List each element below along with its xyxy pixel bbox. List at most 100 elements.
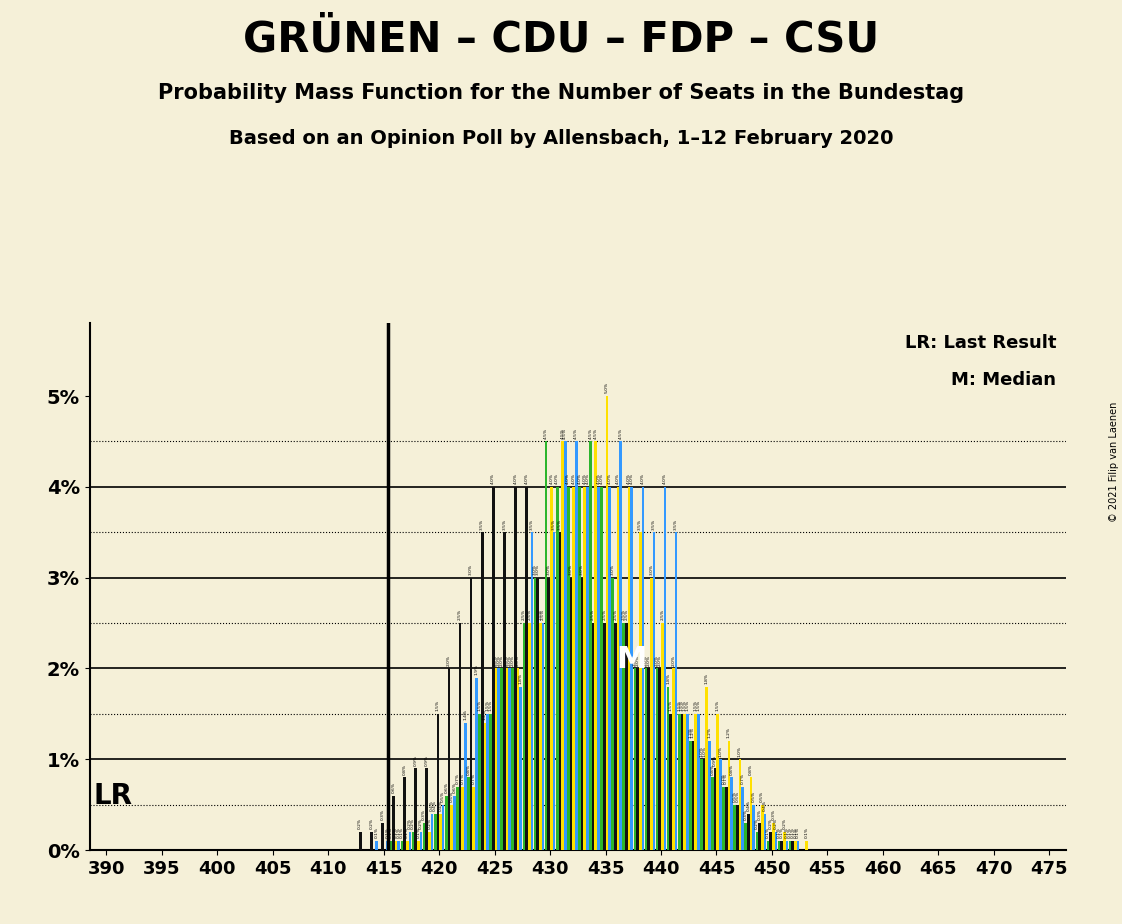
Bar xyxy=(545,442,548,850)
Bar xyxy=(453,796,456,850)
Text: 1.5%: 1.5% xyxy=(478,700,481,711)
Bar xyxy=(695,714,697,850)
Bar xyxy=(465,723,467,850)
Text: 2.5%: 2.5% xyxy=(661,609,664,620)
Bar xyxy=(738,760,742,850)
Text: 4.0%: 4.0% xyxy=(641,473,645,484)
Text: 4.0%: 4.0% xyxy=(491,473,495,484)
Bar xyxy=(645,668,647,850)
Bar xyxy=(708,741,710,850)
Text: 1.8%: 1.8% xyxy=(518,673,523,684)
Bar xyxy=(581,578,583,850)
Text: 3.0%: 3.0% xyxy=(533,564,537,575)
Text: 4.0%: 4.0% xyxy=(555,473,559,484)
Bar xyxy=(445,796,448,850)
Text: 0.3%: 0.3% xyxy=(744,809,747,821)
Text: 0.8%: 0.8% xyxy=(467,764,470,774)
Text: 0.4%: 0.4% xyxy=(439,800,442,811)
Bar xyxy=(434,814,436,850)
Bar xyxy=(766,841,770,850)
Text: 2.0%: 2.0% xyxy=(499,655,504,665)
Text: 0.6%: 0.6% xyxy=(444,782,449,793)
Bar xyxy=(758,823,761,850)
Bar xyxy=(785,841,789,850)
Bar xyxy=(442,805,444,850)
Text: 1.2%: 1.2% xyxy=(707,727,711,738)
Text: 4.0%: 4.0% xyxy=(599,473,604,484)
Bar xyxy=(425,769,429,850)
Text: 4.0%: 4.0% xyxy=(582,473,587,484)
Text: 0.1%: 0.1% xyxy=(766,827,770,838)
Bar xyxy=(719,760,721,850)
Bar xyxy=(519,687,522,850)
Text: 0.9%: 0.9% xyxy=(714,755,717,766)
Text: 0.4%: 0.4% xyxy=(746,800,751,811)
Text: 3.0%: 3.0% xyxy=(610,564,615,575)
Text: 3.5%: 3.5% xyxy=(480,518,485,529)
Text: LR: LR xyxy=(93,782,132,809)
Text: 0.5%: 0.5% xyxy=(761,791,764,802)
Text: 1.2%: 1.2% xyxy=(688,727,692,738)
Bar xyxy=(406,841,408,850)
Text: 4.0%: 4.0% xyxy=(586,473,589,484)
Bar xyxy=(495,668,497,850)
Text: 0.1%: 0.1% xyxy=(386,827,389,838)
Bar xyxy=(459,623,461,850)
Bar xyxy=(689,741,691,850)
Bar xyxy=(359,832,361,850)
Bar xyxy=(706,687,708,850)
Bar xyxy=(450,805,453,850)
Text: 2.0%: 2.0% xyxy=(516,655,521,665)
Text: 0.2%: 0.2% xyxy=(755,818,758,829)
Text: 0.2%: 0.2% xyxy=(419,818,423,829)
Text: 4.0%: 4.0% xyxy=(607,473,611,484)
Bar xyxy=(475,677,478,850)
Text: 0.4%: 0.4% xyxy=(430,800,434,811)
Bar xyxy=(781,841,783,850)
Text: 3.5%: 3.5% xyxy=(530,518,534,529)
Text: 3.0%: 3.0% xyxy=(469,564,473,575)
Text: 0.1%: 0.1% xyxy=(375,827,378,838)
Text: 0.3%: 0.3% xyxy=(771,809,775,821)
Text: 0.2%: 0.2% xyxy=(774,818,778,829)
Text: 3.5%: 3.5% xyxy=(638,518,642,529)
Text: 2.0%: 2.0% xyxy=(508,655,512,665)
Bar xyxy=(634,668,636,850)
Bar xyxy=(370,832,373,850)
Text: 0.1%: 0.1% xyxy=(780,827,783,838)
Text: 0.1%: 0.1% xyxy=(399,827,404,838)
Bar xyxy=(611,578,614,850)
Text: 3.0%: 3.0% xyxy=(569,564,573,575)
Bar xyxy=(642,487,644,850)
Text: 4.0%: 4.0% xyxy=(627,473,631,484)
Bar xyxy=(550,487,553,850)
Bar xyxy=(736,805,738,850)
Bar xyxy=(481,532,484,850)
Text: 4.0%: 4.0% xyxy=(514,473,517,484)
Text: 4.5%: 4.5% xyxy=(561,428,564,439)
Bar xyxy=(534,578,536,850)
Bar xyxy=(627,487,631,850)
Bar xyxy=(794,841,797,850)
Text: 1.5%: 1.5% xyxy=(693,700,698,711)
Text: 0.3%: 0.3% xyxy=(757,809,762,821)
Bar xyxy=(595,442,597,850)
Text: 0.1%: 0.1% xyxy=(389,827,393,838)
Bar xyxy=(725,786,727,850)
Text: 4.0%: 4.0% xyxy=(578,473,581,484)
Text: 4.0%: 4.0% xyxy=(550,473,553,484)
Text: 2.5%: 2.5% xyxy=(622,609,626,620)
Text: 0.3%: 0.3% xyxy=(422,809,426,821)
Bar xyxy=(761,805,763,850)
Bar xyxy=(730,777,733,850)
Bar xyxy=(553,532,555,850)
Text: Based on an Opinion Poll by Allensbach, 1–12 February 2020: Based on an Opinion Poll by Allensbach, … xyxy=(229,129,893,149)
Text: Probability Mass Function for the Number of Seats in the Bundestag: Probability Mass Function for the Number… xyxy=(158,83,964,103)
Text: 1.5%: 1.5% xyxy=(489,700,493,711)
Text: © 2021 Filip van Laenen: © 2021 Filip van Laenen xyxy=(1110,402,1119,522)
Bar xyxy=(564,442,567,850)
Text: 0.1%: 0.1% xyxy=(788,827,792,838)
Bar xyxy=(512,668,514,850)
Text: 0.3%: 0.3% xyxy=(380,809,385,821)
Text: 3.5%: 3.5% xyxy=(558,518,562,529)
